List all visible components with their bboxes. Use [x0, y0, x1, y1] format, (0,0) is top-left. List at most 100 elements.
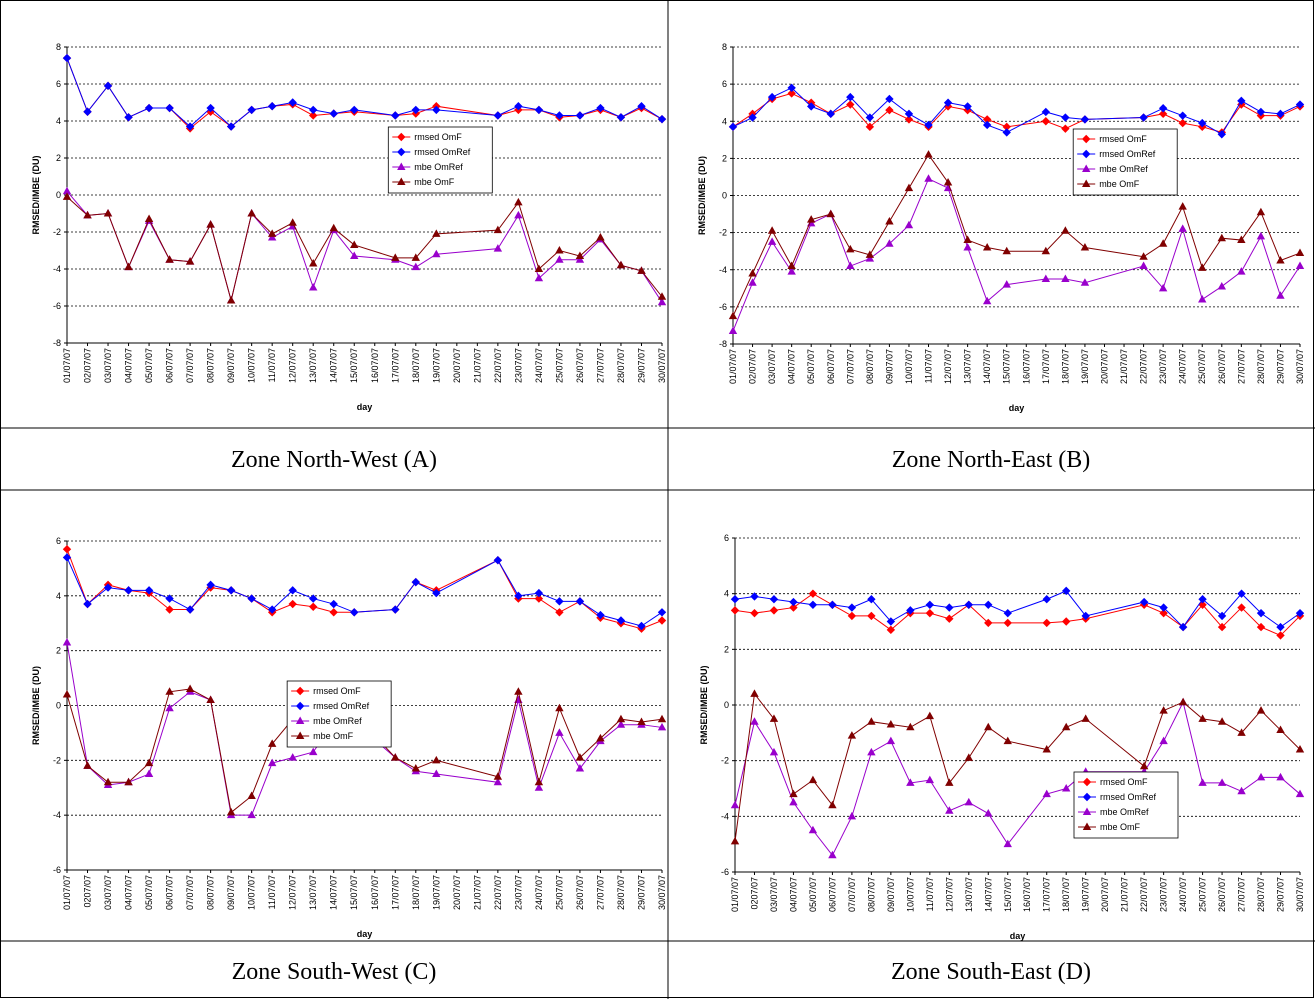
marker [596, 610, 605, 620]
x-tick-label: 15/07/07 [1003, 877, 1013, 912]
marker [165, 605, 174, 614]
x-tick-label: 29/07/07 [636, 875, 646, 910]
marker [144, 103, 154, 113]
x-tick-label: 26/07/07 [575, 348, 585, 383]
x-tick-label: 14/07/07 [982, 349, 992, 384]
series-line [734, 590, 1301, 628]
x-tick-label: 10/07/07 [905, 877, 915, 912]
marker [1159, 603, 1168, 612]
x-tick-label: 25/07/07 [554, 875, 564, 910]
x-tick-label: 05/07/07 [144, 875, 154, 910]
x-tick-label: 01/07/07 [730, 877, 740, 912]
marker [1082, 149, 1091, 159]
marker [1080, 278, 1090, 286]
marker [391, 605, 400, 614]
marker [596, 233, 605, 241]
marker [493, 777, 503, 786]
marker [144, 769, 154, 778]
marker [826, 109, 835, 119]
marker [411, 262, 420, 271]
x-tick-label: 20/07/07 [452, 348, 462, 383]
marker [103, 81, 113, 91]
series-line [66, 190, 663, 303]
x-tick-label: 19/07/07 [1081, 877, 1091, 912]
marker [730, 800, 740, 809]
x-tick-label: 0207/07 [749, 877, 759, 910]
y-tick-label: 4 [724, 589, 729, 599]
marker [748, 113, 757, 122]
marker [1178, 224, 1187, 232]
y-tick-label: 6 [722, 79, 727, 89]
marker [924, 174, 933, 182]
marker [226, 586, 236, 595]
marker [787, 83, 796, 93]
y-tick-label: 6 [56, 79, 61, 89]
marker [924, 120, 933, 130]
marker [1082, 777, 1092, 787]
marker [906, 722, 915, 731]
marker [1082, 134, 1091, 144]
series-line [732, 87, 1301, 135]
marker [1003, 608, 1012, 618]
x-tick-label: 06/07/07 [827, 877, 837, 912]
x-tick-label: 12/07/07 [944, 877, 954, 912]
marker [1081, 714, 1090, 722]
marker [963, 235, 972, 244]
marker [1276, 255, 1285, 264]
x-tick-label: 08/07/07 [206, 348, 216, 383]
marker [1061, 226, 1070, 234]
marker [867, 717, 876, 725]
marker [826, 209, 835, 218]
marker [1237, 589, 1246, 598]
marker [514, 687, 523, 695]
marker [963, 102, 972, 111]
marker [750, 689, 759, 697]
marker [1158, 239, 1168, 247]
marker [493, 244, 503, 252]
marker [750, 592, 759, 601]
marker [730, 606, 740, 615]
marker [1178, 118, 1187, 128]
marker [62, 545, 72, 554]
legend-label: rmsed OmRef [1099, 149, 1156, 159]
marker [925, 775, 935, 784]
marker [165, 255, 174, 263]
marker [867, 611, 876, 621]
marker [1178, 202, 1187, 210]
marker [309, 594, 318, 603]
marker [1042, 789, 1051, 798]
marker [350, 608, 359, 617]
x-tick-label: 27/07/07 [595, 348, 605, 383]
marker [657, 722, 667, 731]
marker [982, 296, 992, 305]
x-tick-label: 14/07/07 [329, 875, 339, 910]
marker [1295, 261, 1305, 270]
marker [1158, 109, 1168, 119]
marker [1178, 622, 1188, 632]
marker [885, 216, 894, 225]
marker [1295, 745, 1305, 753]
marker [1198, 600, 1207, 609]
x-tick-label: 11/07/07 [924, 349, 934, 383]
marker [267, 605, 277, 614]
y-tick-label: 8 [722, 42, 727, 52]
x-tick-label: 08/07/07 [865, 349, 875, 384]
legend-label: mbe OmRef [414, 162, 463, 172]
marker [432, 755, 441, 764]
marker [925, 600, 935, 609]
marker [397, 147, 406, 157]
marker [728, 311, 738, 320]
legend-label: mbe OmF [1099, 179, 1140, 189]
legend-label: rmsed OmF [313, 686, 361, 696]
x-tick-label: 24/07/07 [534, 875, 544, 910]
marker [165, 594, 174, 603]
x-tick-label: 18/07/07 [411, 348, 421, 383]
x-tick-label: 24/07/07 [534, 348, 544, 383]
marker [657, 297, 667, 306]
marker [1256, 107, 1266, 117]
x-tick-label: 17/07/07 [1041, 349, 1051, 384]
x-tick-label: 11/07/07 [267, 875, 277, 909]
marker [1159, 608, 1168, 618]
caption: Zone South-West (C) [232, 959, 437, 985]
marker [637, 102, 646, 111]
